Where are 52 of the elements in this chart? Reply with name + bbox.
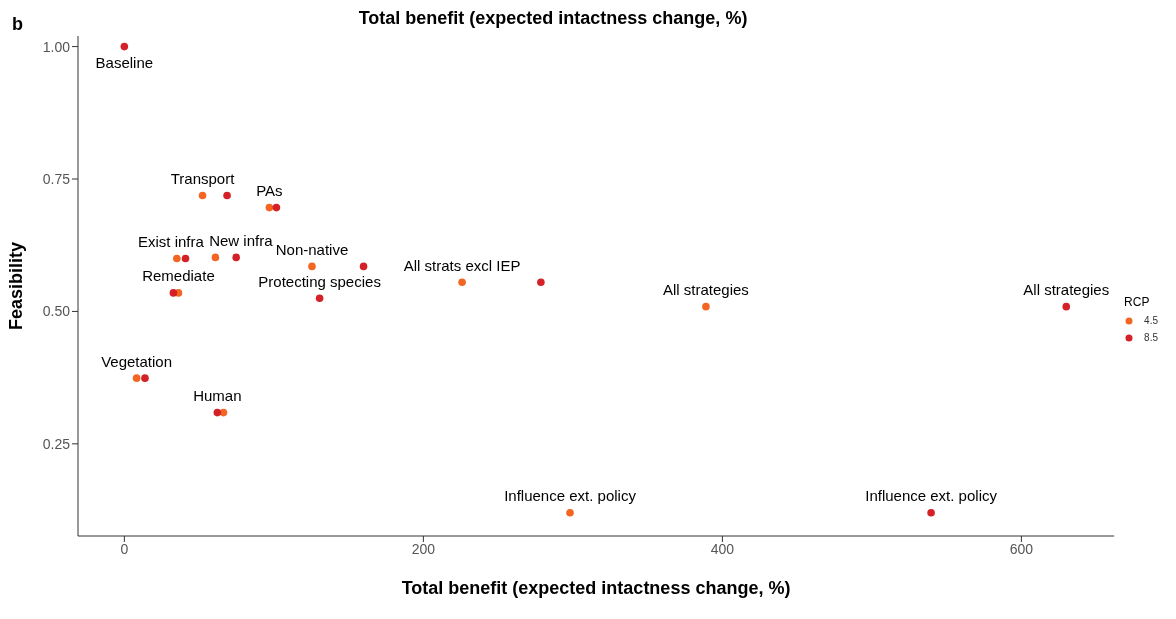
annotation: All strategies [1023,281,1110,299]
annotation: Influence ext. policy [865,487,998,505]
point [198,191,207,200]
annotation: Protecting species [258,272,381,290]
text: b [12,14,23,35]
point [265,203,274,212]
point [458,278,466,287]
point [232,253,240,262]
chart-title: Total benefit (expected intactness change, %) [358,8,748,28]
point [211,253,220,262]
x-tick-label: 400 [710,540,735,557]
annotation: Baseline [95,54,154,72]
legend-label: 4.5 [1144,315,1158,326]
point [173,254,181,263]
point [213,408,222,417]
point [359,262,368,271]
point [1062,302,1071,311]
annotation: Vegetation [101,352,173,370]
point [566,508,574,517]
point [537,278,545,287]
annotation: All strats excl IEP [403,256,521,274]
annotation: Transport [170,169,236,187]
legend-title: RCP [1124,295,1151,309]
y-tick-label: 1.00 [42,38,71,55]
point [169,289,178,297]
annotation: All strategies [663,281,749,299]
x-tick-label: 200 [411,540,436,557]
y-tick-label: 0.25 [42,435,71,452]
point [702,302,710,311]
annotation: Remediate [142,267,215,285]
annotation: PAs [256,182,283,200]
y-tick-label: 0.75 [42,170,71,187]
annotation: Influence ext. policy [504,487,637,505]
annotation: New infra [209,231,274,249]
point [223,191,231,200]
legend-label: 8.5 [1144,332,1158,343]
point [181,254,190,263]
point [132,374,141,382]
x-tick-label: 600 [1009,540,1034,557]
point [141,374,149,382]
annotation: Human [193,387,242,405]
point [315,294,324,302]
x-tick-label: 0 [120,540,129,557]
point [120,42,129,51]
annotation: Exist infra [137,232,205,250]
point [927,508,935,517]
point [272,203,281,212]
annotation: Non-native [275,240,349,258]
point [308,262,316,271]
y-axis-title: Feasibility [6,241,27,331]
y-tick-label: 0.50 [42,303,71,320]
x-axis-title: Total benefit (expected intactness change, %) [401,578,791,598]
